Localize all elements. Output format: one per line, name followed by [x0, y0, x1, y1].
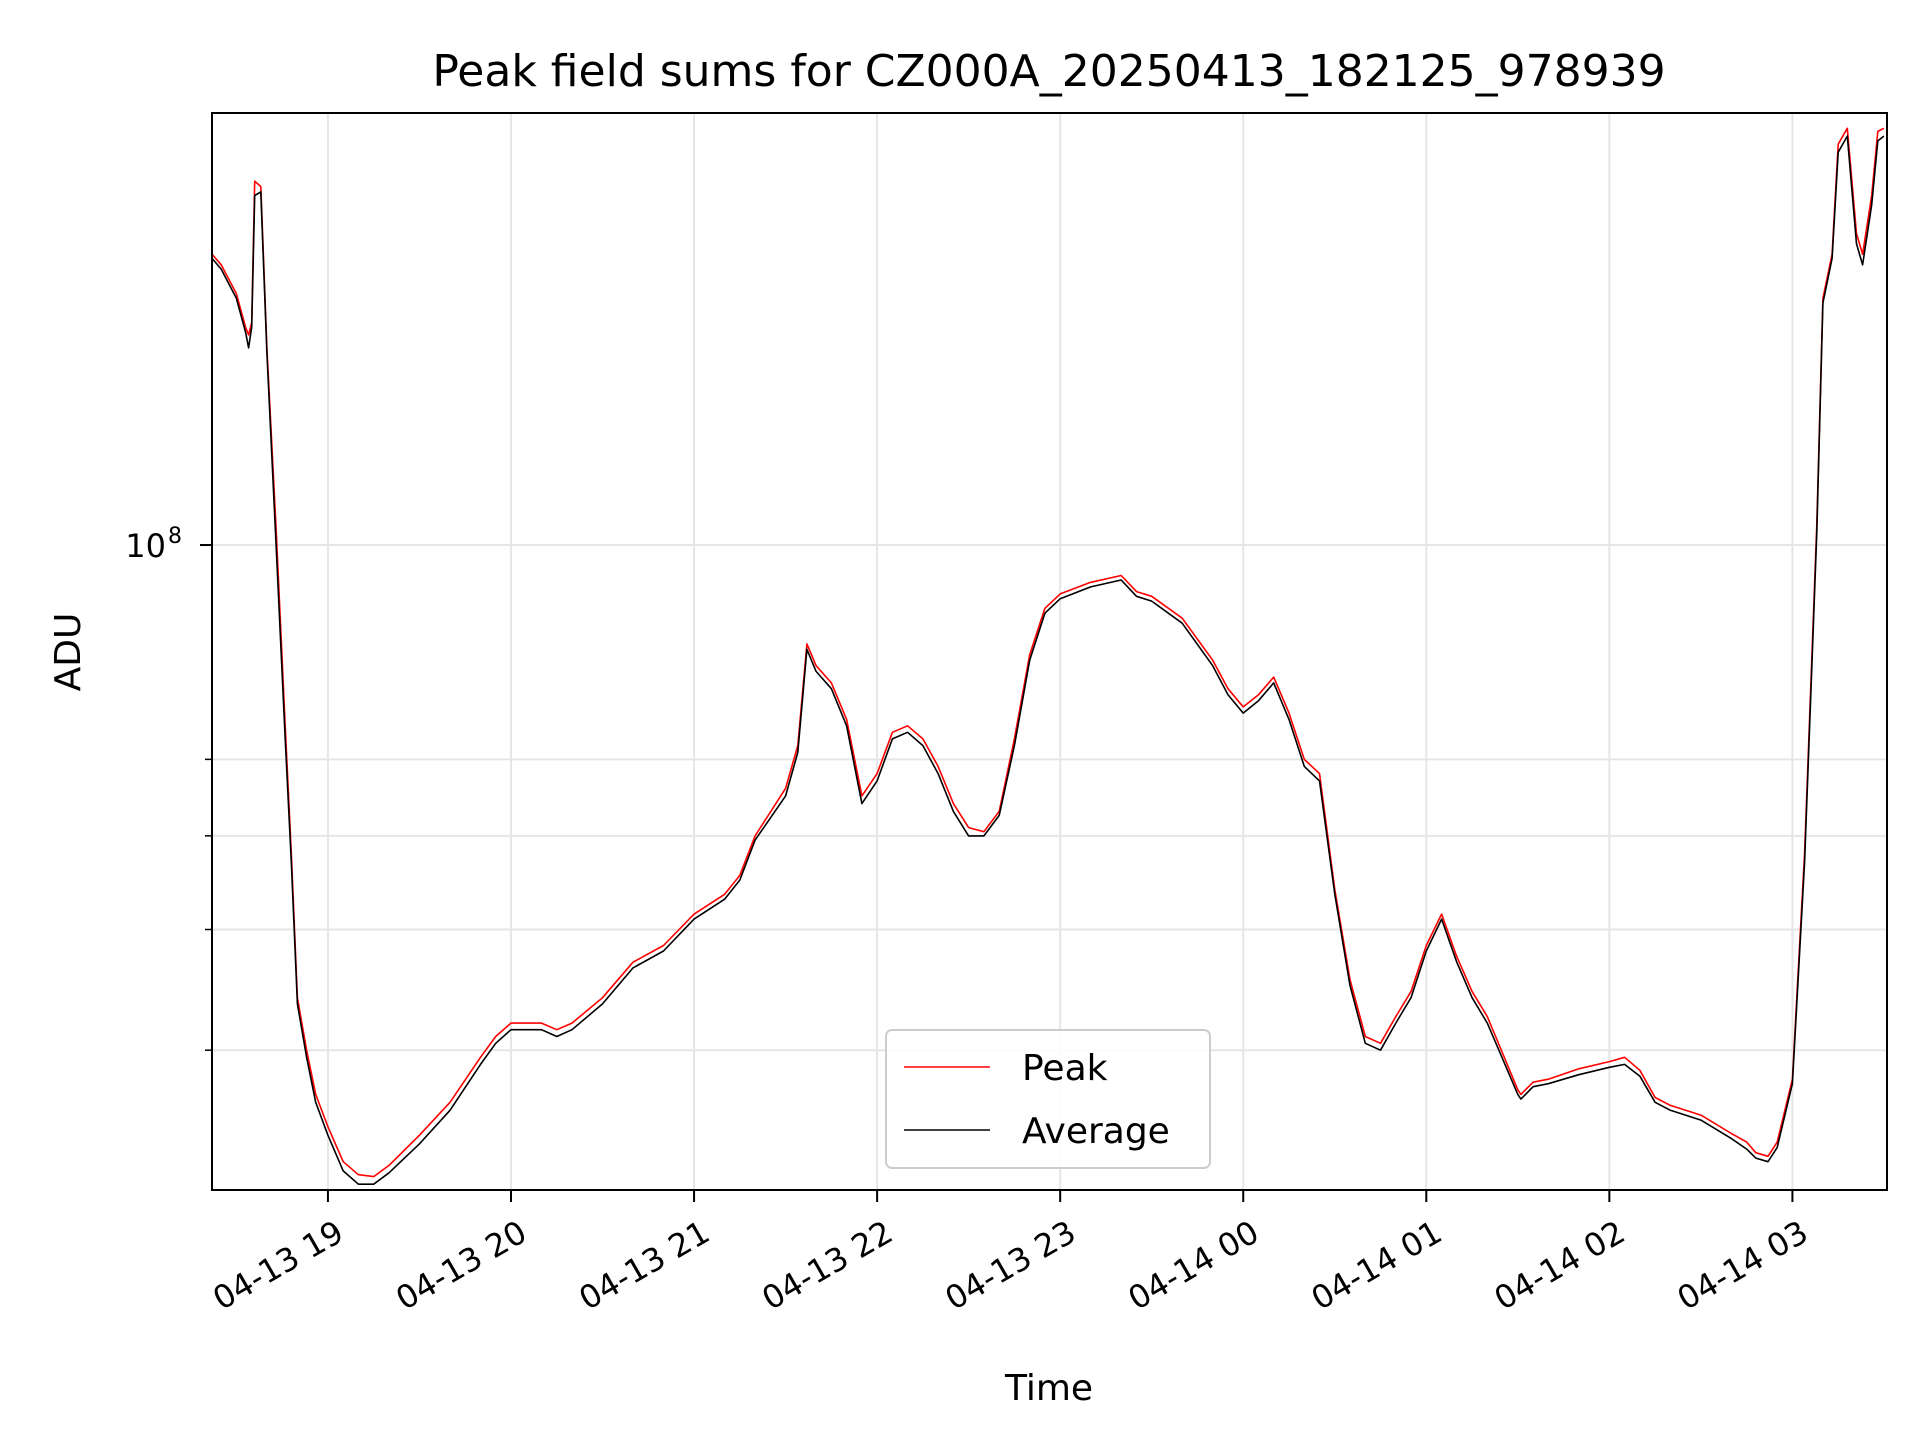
plot-frame [211, 112, 1888, 1191]
grid-layer [212, 113, 1887, 1190]
y-tick-label-base: 10 [125, 527, 166, 565]
x-tick-label: 04-14 00 [1122, 1213, 1266, 1318]
legend: Peak Average [885, 1029, 1211, 1169]
x-tick-label: 04-14 03 [1671, 1213, 1815, 1318]
tick-layer: 04-13 19 04-13 20 04-13 21 04-13 22 04-13 23… [125, 524, 1814, 1318]
series-layer [211, 127, 1885, 1185]
legend-box [885, 1029, 1211, 1169]
series-line-peak [211, 127, 1885, 1178]
x-tick-label: 04-14 02 [1488, 1213, 1632, 1318]
x-tick-label: 04-13 22 [756, 1213, 900, 1318]
x-tick-label: 04-13 20 [389, 1213, 533, 1318]
y-axis-label: ADU [48, 613, 89, 692]
y-tick-label-exponent: 8 [168, 524, 182, 549]
x-axis-label: Time [1004, 1368, 1093, 1409]
chart-title: Peak field sums for CZ000A_20250413_1821… [432, 46, 1665, 97]
series-line-average [211, 135, 1885, 1185]
legend-label-peak: Peak [1022, 1048, 1108, 1089]
legend-label-average: Average [1022, 1111, 1170, 1152]
x-tick-label: 04-13 23 [939, 1213, 1083, 1318]
x-tick-label: 04-13 21 [572, 1213, 716, 1318]
x-tick-label: 04-13 19 [206, 1213, 350, 1318]
x-tick-label: 04-14 01 [1305, 1213, 1449, 1318]
